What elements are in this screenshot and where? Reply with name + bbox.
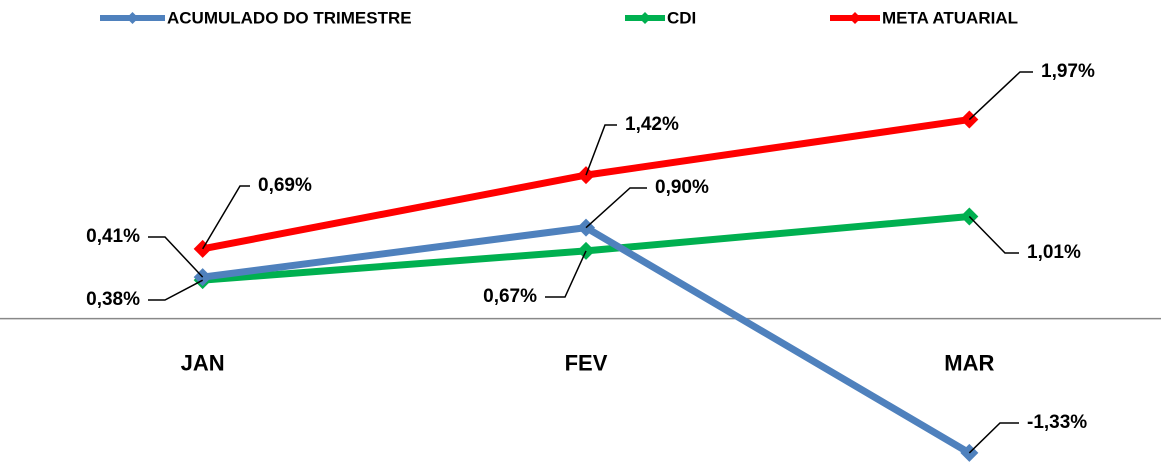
data-label: 0,41%: [86, 226, 140, 247]
leader-line: [968, 216, 1019, 254]
legend-marker: [126, 12, 139, 24]
x-tick-label: FEV: [565, 350, 608, 375]
legend-label: ACUMULADO DO TRIMESTRE: [167, 8, 412, 27]
leader-line: [968, 71, 1033, 121]
legend-label: META ATUARIAL: [882, 8, 1018, 27]
data-label: -1,33%: [1027, 412, 1087, 433]
data-label: 0,69%: [258, 175, 312, 196]
data-label: 0,67%: [483, 286, 537, 307]
data-label: 1,01%: [1027, 242, 1081, 263]
leader-line: [545, 250, 587, 298]
data-label: 1,42%: [625, 114, 679, 135]
data-label: 1,97%: [1041, 61, 1095, 82]
x-tick-label: JAN: [181, 350, 225, 375]
x-tick-label: MAR: [944, 350, 994, 375]
legend-label: CDI: [667, 8, 696, 27]
series-line: [202, 224, 972, 456]
leader-line: [585, 124, 617, 176]
legend-marker: [639, 12, 651, 24]
legend-marker: [849, 12, 861, 24]
data-label: 0,90%: [655, 177, 709, 198]
leader-line: [585, 187, 647, 229]
leader-line: [148, 236, 204, 278]
leader-line: [148, 279, 204, 301]
data-label: 0,38%: [86, 289, 140, 310]
leader-line: [968, 422, 1019, 454]
leader-line: [202, 185, 250, 250]
